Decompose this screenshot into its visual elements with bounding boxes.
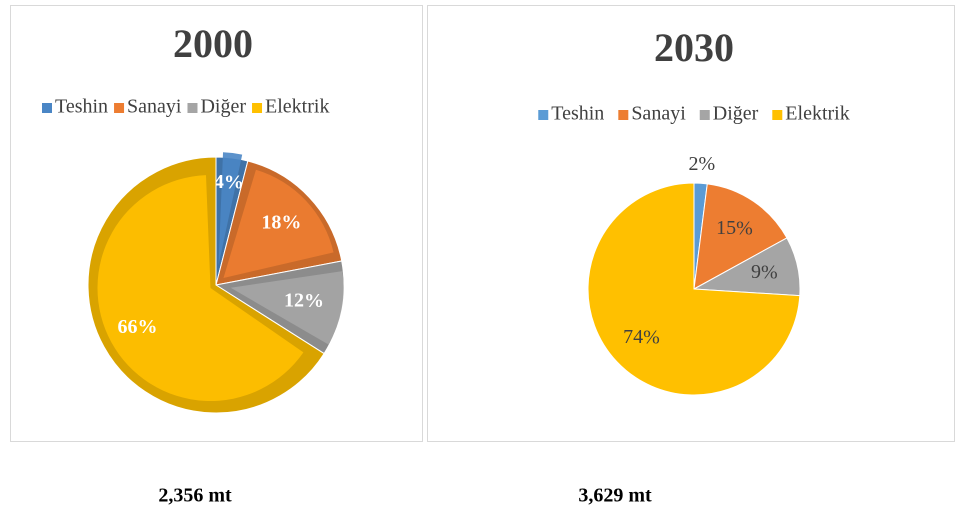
caption: 3,629 mt: [578, 485, 652, 507]
pie-slice: [693, 183, 788, 290]
pie-slice: [587, 182, 801, 396]
data-label: 12%: [284, 289, 324, 311]
legend-swatch: [42, 103, 52, 113]
legend-swatch: [618, 110, 629, 120]
pie-slice-face: [223, 169, 334, 278]
chart-title: 2030: [654, 25, 734, 70]
legend-label: Elektrik: [785, 103, 849, 125]
legend-label: Sanayi: [127, 96, 182, 118]
legend-swatch: [187, 103, 198, 113]
data-label: 74%: [623, 326, 660, 348]
legend-swatch: [252, 103, 263, 113]
data-label: 4%: [214, 171, 244, 193]
data-label: 15%: [716, 217, 753, 239]
legend-swatch: [699, 110, 710, 120]
chart-title: 2000: [173, 21, 253, 66]
legend-label: Diğer: [200, 96, 246, 118]
pie-slice-face: [230, 271, 344, 345]
legend-label: Sanayi: [631, 103, 686, 125]
data-label: 2%: [688, 153, 715, 175]
legend-label: Teshin: [55, 96, 108, 118]
data-label: 66%: [117, 316, 157, 338]
data-label: 18%: [261, 211, 301, 233]
legend-swatch: [114, 103, 125, 113]
caption: 2,356 mt: [158, 485, 232, 507]
legend-swatch: [772, 110, 783, 120]
pie-slice-face: [97, 175, 304, 402]
legend-label: Teshin: [551, 103, 604, 125]
legend-swatch: [538, 110, 549, 120]
legend-label: Elektrik: [265, 96, 329, 118]
legend-label: Diğer: [713, 103, 759, 125]
pie-slice-face: [218, 152, 243, 266]
data-label: 9%: [751, 261, 778, 283]
